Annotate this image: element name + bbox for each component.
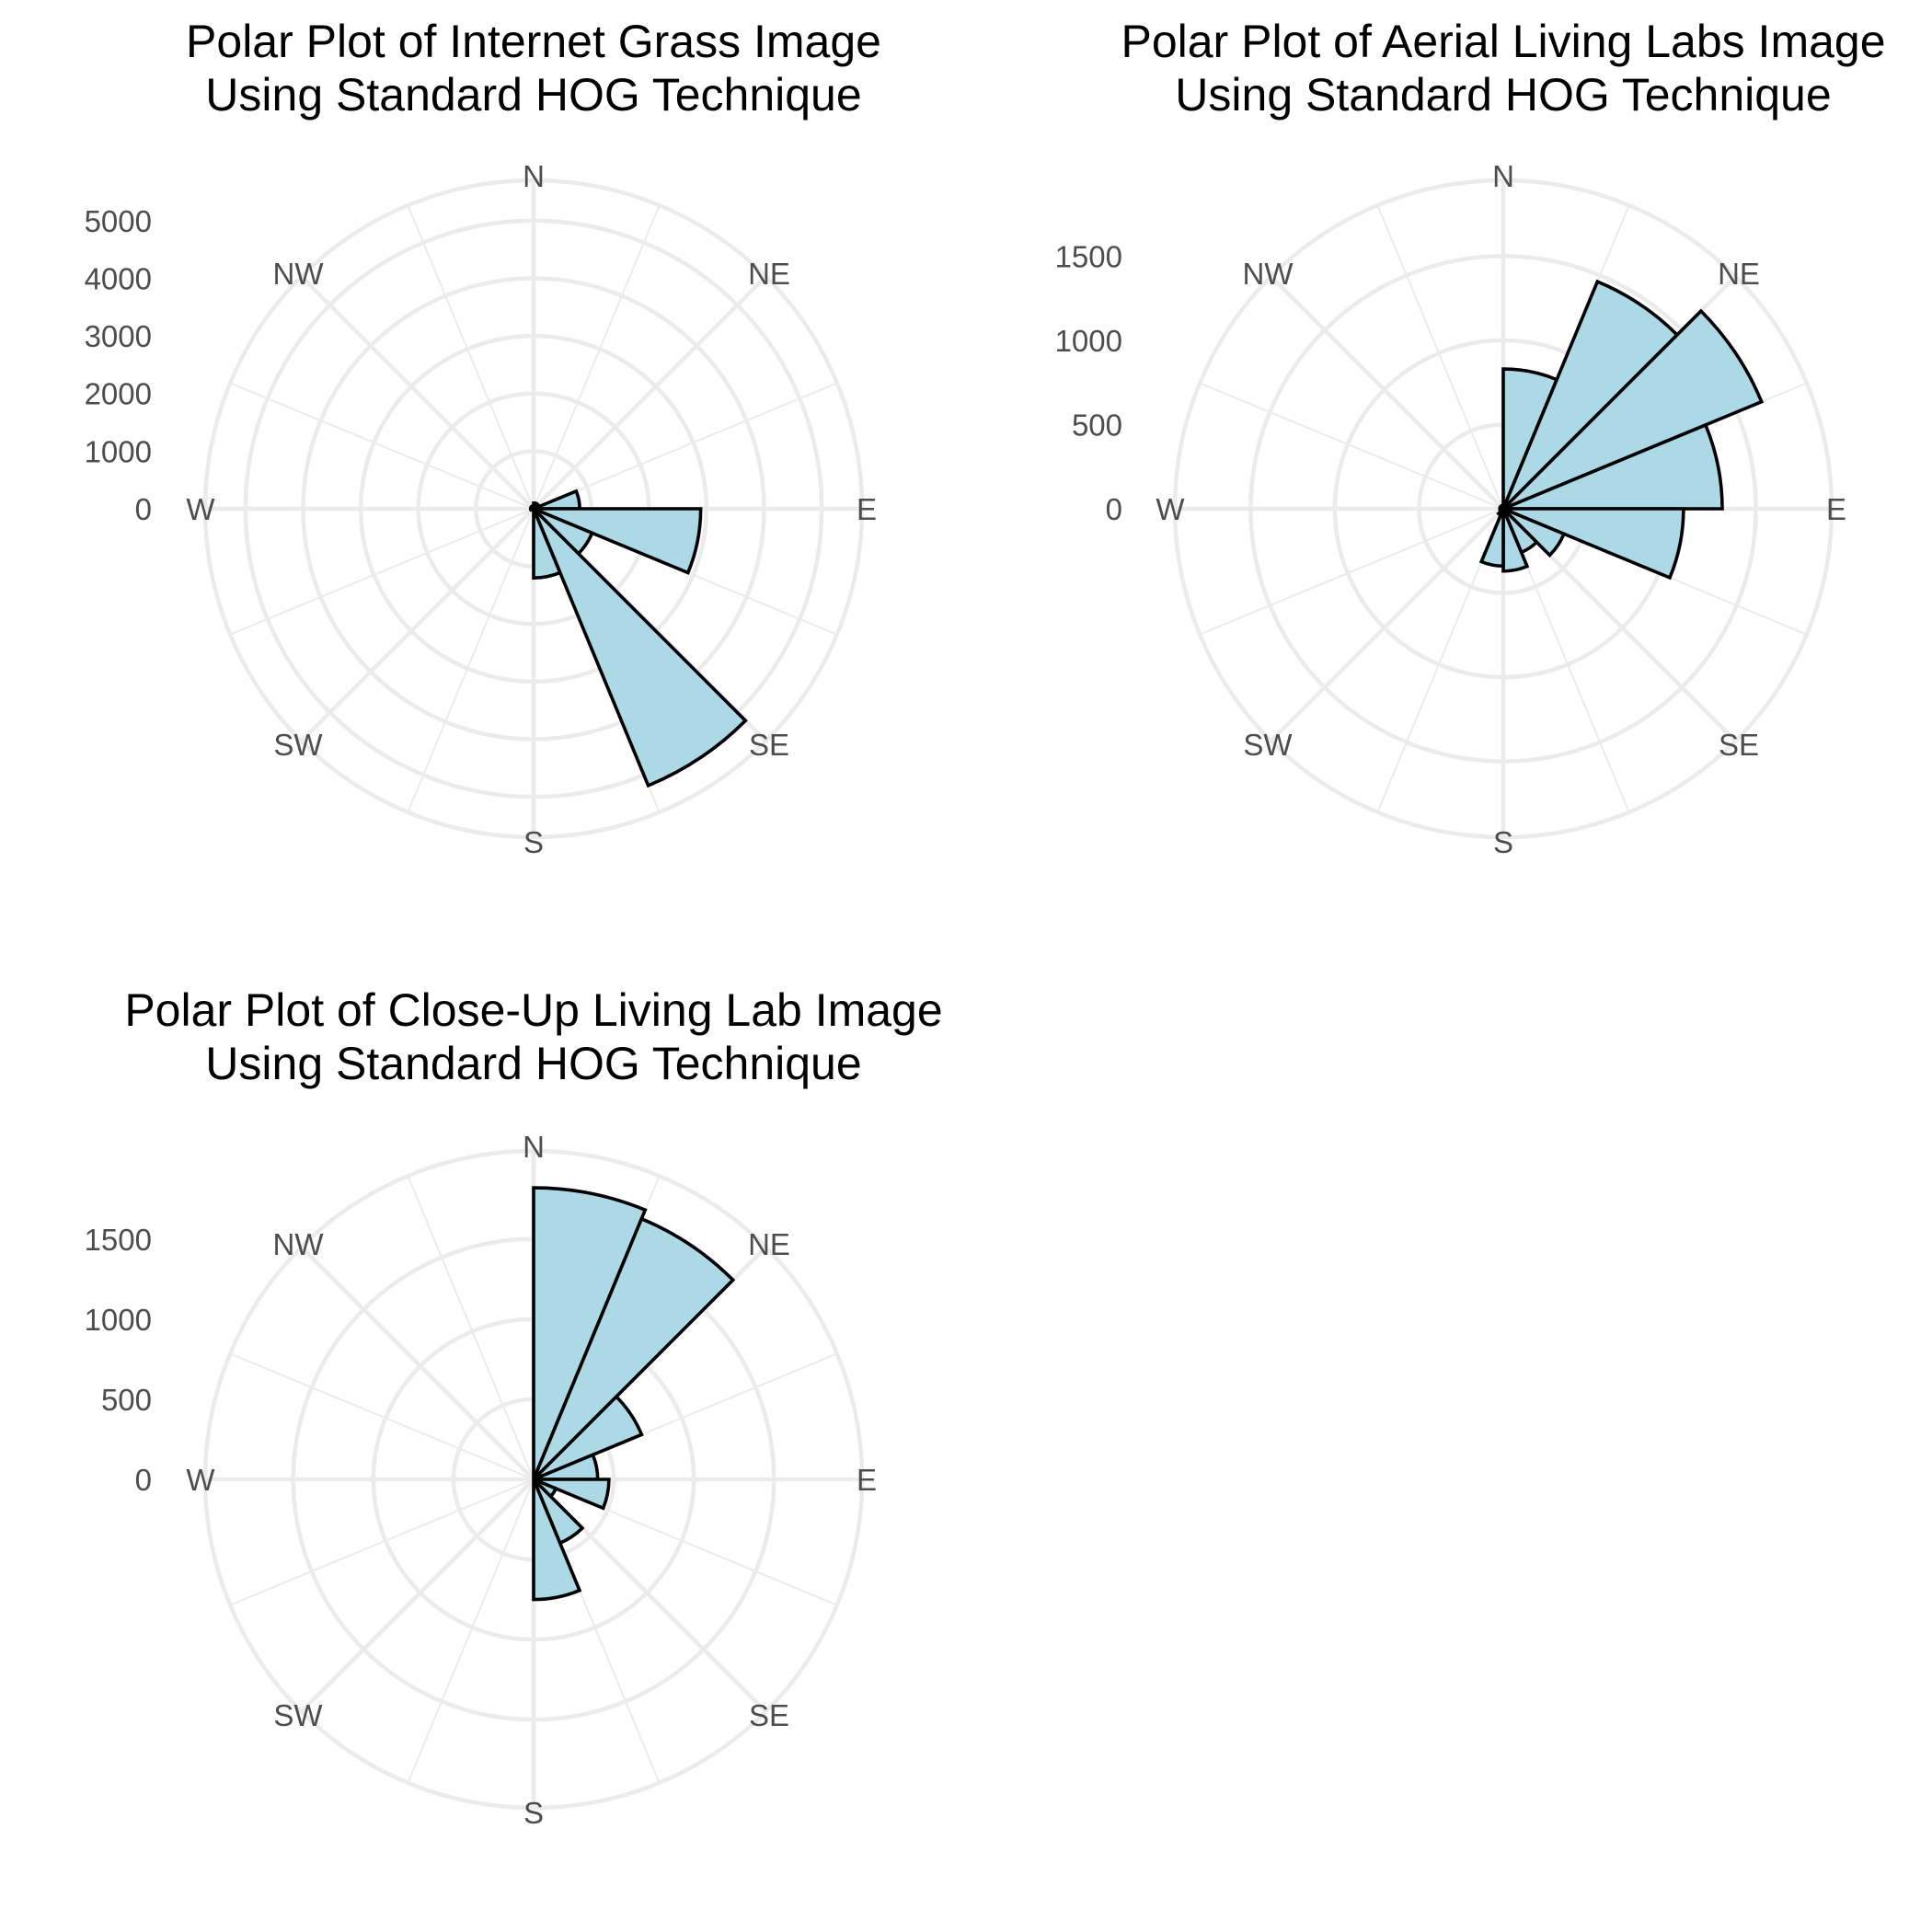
radial-tick-labels: 0 500 1000 1500: [85, 1223, 152, 1497]
direction-label-e: E: [857, 492, 877, 526]
direction-label-w: W: [186, 492, 215, 526]
direction-label-ne: NE: [1718, 257, 1760, 291]
grid-spoke-minor: [1376, 204, 1504, 510]
polar-bar-8: [1478, 508, 1505, 569]
panel-aerial-living-labs: Polar Plot of Aerial Living Labs Image U…: [1055, 16, 1886, 859]
chart-title-line-1: Polar Plot of Close-Up Living Lab Image: [124, 984, 942, 1036]
grid-spoke-minor: [1199, 382, 1504, 510]
grid-spoke-minor: [229, 382, 535, 510]
direction-labels: N NE E SE S SW W NW: [186, 159, 877, 859]
direction-label-ne: NE: [748, 257, 790, 291]
direction-labels: N NE E SE S SW W NW: [1156, 159, 1846, 859]
direction-label-s: S: [523, 1796, 544, 1830]
grid-spoke-minor: [229, 1478, 535, 1606]
direction-label-se: SE: [749, 1698, 789, 1732]
grid-spoke-minor: [533, 204, 661, 510]
radial-tick-labels: 0 500 1000 1500: [1055, 239, 1122, 526]
direction-label-sw: SW: [273, 1698, 323, 1732]
grid-spoke-major: [299, 274, 535, 511]
grid-spoke-major: [299, 507, 535, 743]
direction-label-n: N: [1492, 159, 1514, 193]
panel-close-up-living-lab: Polar Plot of Close-Up Living Lab Image …: [85, 984, 943, 1830]
direction-label-e: E: [1826, 492, 1846, 526]
polar-bars: [528, 489, 748, 788]
chart-title-line-1: Polar Plot of Aerial Living Labs Image: [1121, 16, 1885, 67]
radial-tick-label: 1000: [1055, 324, 1122, 358]
radial-tick-label: 500: [101, 1383, 152, 1417]
grid-spoke-major: [299, 1245, 535, 1481]
direction-label-sw: SW: [1243, 728, 1293, 762]
radial-tick-label: 1500: [1055, 239, 1122, 273]
radial-tick-label: 4000: [85, 261, 152, 295]
radial-tick-label: 1500: [85, 1223, 152, 1257]
polar-bar-5: [1501, 507, 1567, 558]
grid-spoke-minor: [533, 382, 838, 510]
radial-tick-labels: 0 1000 2000 3000 4000 5000: [85, 204, 152, 526]
polar-bar-15: [1500, 503, 1505, 510]
grid-spoke-major: [532, 274, 768, 511]
direction-label-ne: NE: [748, 1227, 790, 1261]
direction-label-n: N: [523, 1130, 545, 1164]
radial-tick-label: 2000: [85, 377, 152, 411]
polar-bar-1: [532, 1216, 736, 1481]
radial-tick-label: 5000: [85, 204, 152, 238]
polar-bar-2: [1501, 308, 1765, 511]
chart-title-line-1: Polar Plot of Internet Grass Image: [186, 16, 881, 67]
direction-label-w: W: [186, 1463, 215, 1497]
radial-tick-label: 3000: [85, 319, 152, 353]
grid-spoke-major: [1269, 507, 1505, 743]
polar-bar-2: [532, 1394, 644, 1481]
radial-tick-label: 1000: [85, 434, 152, 468]
direction-label-s: S: [523, 825, 544, 859]
grid-spoke-major: [299, 1478, 535, 1714]
direction-label-w: W: [1156, 492, 1185, 526]
polar-bar-0: [532, 1186, 648, 1480]
direction-label-sw: SW: [273, 728, 323, 762]
polar-bars: [1478, 279, 1765, 581]
direction-label-n: N: [523, 159, 545, 193]
grid-spoke-major: [1269, 274, 1505, 511]
chart-title-line-2: Using Standard HOG Technique: [1175, 69, 1831, 121]
polar-bar-3: [1502, 422, 1724, 511]
radial-tick-label: 1000: [85, 1303, 152, 1337]
direction-label-nw: NW: [273, 257, 325, 291]
radial-tick-label: 0: [135, 492, 152, 526]
polar-bar-6: [532, 507, 748, 788]
grid-spoke-minor: [407, 1175, 535, 1480]
grid-spoke-minor: [407, 508, 535, 813]
polar-bar-7: [532, 1478, 582, 1602]
grid-spoke-minor: [229, 508, 535, 636]
direction-label-se: SE: [749, 728, 789, 762]
direction-label-nw: NW: [1243, 257, 1294, 291]
polar-bars: [532, 1186, 736, 1602]
polar-bar-7: [1501, 508, 1530, 573]
radial-tick-label: 0: [135, 1463, 152, 1497]
direction-label-s: S: [1493, 825, 1513, 859]
direction-label-se: SE: [1719, 728, 1759, 762]
polar-bar-7: [532, 508, 563, 580]
chart-title-line-2: Using Standard HOG Technique: [205, 69, 861, 121]
direction-label-nw: NW: [273, 1227, 325, 1261]
polar-bar-15: [530, 504, 535, 510]
radial-tick-label: 0: [1106, 492, 1122, 526]
panel-internet-grass: Polar Plot of Internet Grass Image Using…: [85, 16, 881, 859]
radial-tick-label: 500: [1072, 408, 1122, 442]
direction-label-e: E: [857, 1463, 877, 1497]
grid-spoke-minor: [407, 204, 535, 510]
grid-spoke-minor: [1199, 508, 1504, 636]
direction-labels: N NE E SE S SW W NW: [186, 1130, 877, 1830]
grid-spoke-minor: [229, 1352, 535, 1480]
grid-spoke-minor: [407, 1478, 535, 1784]
chart-title-line-2: Using Standard HOG Technique: [205, 1038, 861, 1089]
